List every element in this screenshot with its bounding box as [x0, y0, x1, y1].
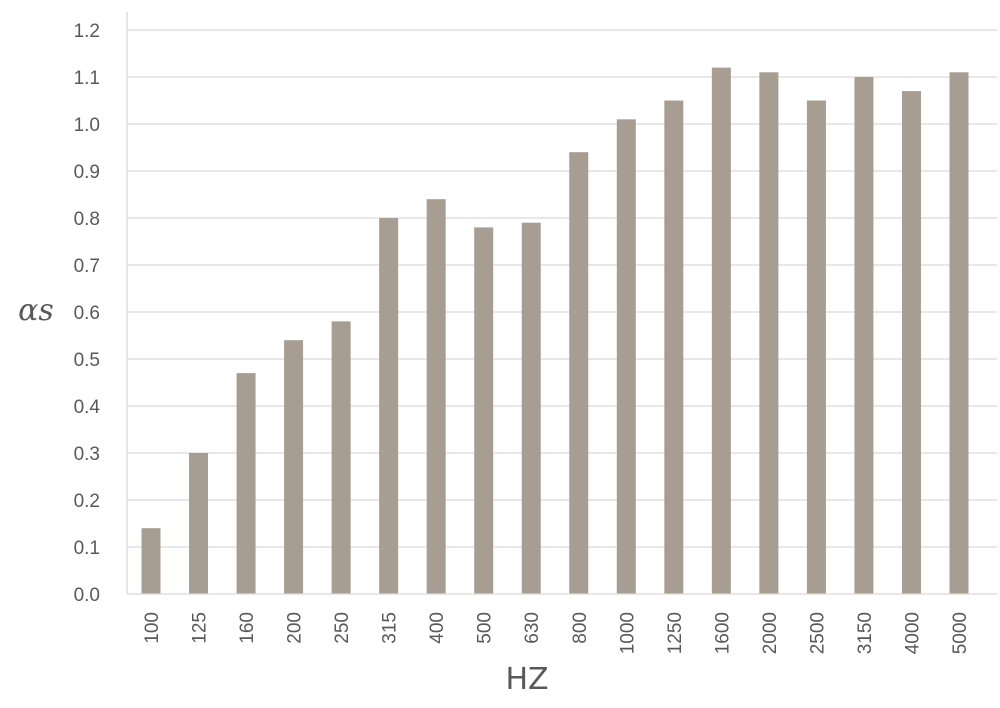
x-tick-label: 1600	[712, 612, 733, 654]
y-tick-label: 1.2	[74, 21, 100, 42]
gridlines	[127, 29, 997, 548]
y-tick-label: 0.5	[74, 350, 100, 371]
bar-200	[284, 340, 304, 594]
x-tick-label: 125	[190, 612, 211, 644]
y-tick-label: 1.1	[74, 68, 100, 89]
bar-500	[474, 227, 494, 594]
x-axis-title: HZ	[505, 662, 548, 697]
bar-2500	[806, 100, 826, 594]
bar-1600	[711, 67, 731, 595]
bar-2000	[759, 72, 779, 595]
x-tick-label: 2500	[807, 612, 828, 654]
x-tick-label: 315	[380, 612, 401, 644]
x-tick-label: 5000	[950, 612, 971, 654]
bar-630	[521, 222, 541, 594]
bar-100	[141, 528, 161, 594]
bar-125	[189, 453, 209, 594]
bars	[141, 67, 969, 595]
y-tick-label: 0.0	[74, 585, 100, 606]
bar-1000	[616, 119, 636, 595]
x-tick-label: 3150	[855, 612, 876, 654]
y-tick-label: 1.0	[74, 115, 100, 136]
x-tick-label: 500	[475, 612, 496, 644]
bar-1250	[664, 100, 684, 594]
x-tick-label: 200	[285, 612, 306, 644]
bar-3150	[854, 77, 874, 594]
y-tick-label: 0.3	[74, 444, 100, 465]
x-tick-label: 630	[522, 612, 543, 644]
bar-5000	[949, 72, 969, 595]
y-tick-label: 0.9	[74, 162, 100, 183]
y-tick-label: 0.2	[74, 491, 100, 512]
y-tick-labels: 0.0 0.1 0.2 0.3 0.4 0.5 0.6 0.7 0.8 0.9 1.0 1.1 1.2	[74, 21, 101, 606]
bar-800	[569, 152, 589, 594]
y-tick-label: 0.4	[74, 397, 101, 418]
bar-315	[379, 218, 399, 594]
y-tick-label: 0.7	[74, 256, 100, 277]
y-tick-label: 0.8	[74, 209, 100, 230]
x-tick-labels: 100 125 160 200 250 315 400 500 630 800 1000 1250 16…	[142, 612, 971, 654]
x-tick-label: 1000	[617, 612, 638, 654]
y-axis-title: αs	[18, 293, 54, 328]
bar-160	[236, 373, 256, 594]
y-tick-label: 0.1	[74, 538, 100, 559]
y-tick-label: 0.6	[74, 303, 100, 324]
bar-4000	[901, 91, 921, 594]
x-tick-label: 2000	[760, 612, 781, 654]
x-tick-label: 160	[237, 612, 258, 644]
x-tick-label: 250	[332, 612, 353, 644]
x-tick-label: 1250	[665, 612, 686, 654]
bar-400	[426, 199, 446, 594]
bar-250	[331, 321, 351, 594]
x-tick-label: 100	[142, 612, 163, 644]
x-tick-label: 800	[570, 612, 591, 644]
x-tick-label: 400	[427, 612, 448, 644]
x-tick-label: 4000	[902, 612, 923, 654]
